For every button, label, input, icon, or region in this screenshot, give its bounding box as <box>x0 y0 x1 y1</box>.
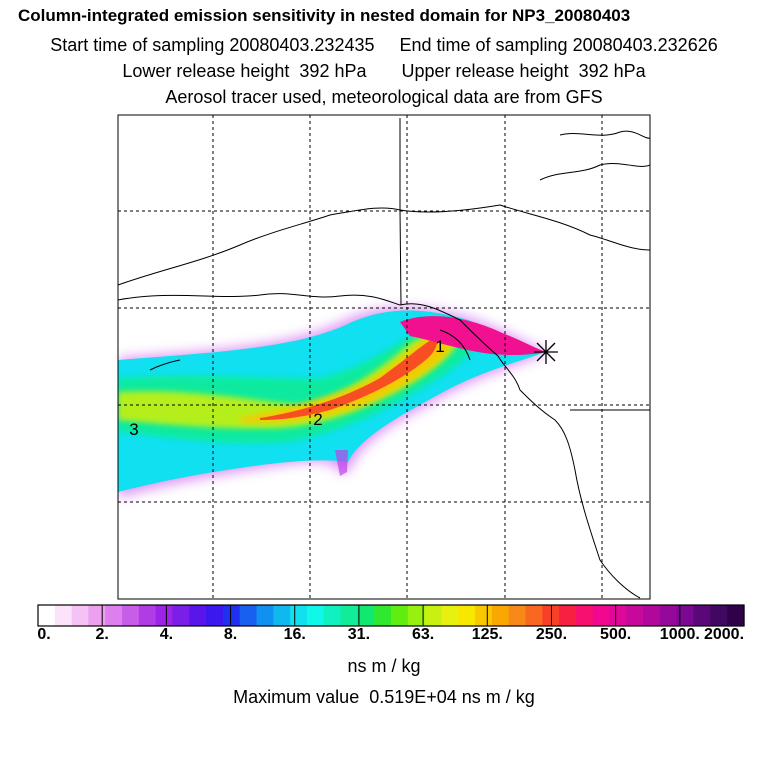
colorbar-cell <box>172 605 190 626</box>
colorbar-cell <box>290 605 308 626</box>
colorbar-tick-label: 1000. <box>659 626 700 643</box>
colorbar-tick-label: 16. <box>283 626 306 643</box>
lat-lon-grid <box>118 115 650 599</box>
marker-3: 3 <box>129 420 138 439</box>
coastlines <box>118 118 650 599</box>
colorbar-cell <box>626 605 644 626</box>
colorbar-cell <box>206 605 224 626</box>
colorbar-cell <box>189 605 207 626</box>
colorbar-cell <box>323 605 342 626</box>
colorbar-tick-label: 125. <box>471 626 503 643</box>
colorbar-cell <box>306 605 325 626</box>
colorbar-cell <box>122 605 140 626</box>
colorbar-tick-label: 4. <box>159 626 174 643</box>
colorbar-cell <box>727 605 745 626</box>
page-title: Column-integrated emission sensitivity i… <box>18 6 631 25</box>
colorbar-cell <box>710 605 728 626</box>
colorbar-cell <box>222 605 241 626</box>
colorbar-cell <box>357 605 375 626</box>
colorbar-cell <box>559 605 577 626</box>
colorbar-tick-label: 2. <box>95 626 109 643</box>
colorbar-cell <box>391 605 409 626</box>
colorbar-cell <box>676 605 695 626</box>
colorbar-cell <box>458 605 476 626</box>
sampling-time-line: Start time of sampling 20080403.232435 E… <box>50 35 718 55</box>
colorbar-cell <box>475 605 493 626</box>
colorbar-cell <box>575 605 594 626</box>
colorbar-cell <box>609 605 627 626</box>
colorbar-cell <box>340 605 358 626</box>
colorbar-cell <box>374 605 392 626</box>
colorbar-cell <box>643 605 661 626</box>
colorbar-tick-label: 250. <box>535 626 568 643</box>
colorbar-cell <box>525 605 543 626</box>
colorbar-tick-label: 2000. <box>703 626 745 643</box>
colorbar-cell <box>441 605 459 626</box>
colorbar-cell <box>256 605 274 626</box>
colorbar-cell <box>54 605 73 626</box>
marker-1: 1 <box>435 337 444 356</box>
colorbar-cell <box>407 605 426 626</box>
colorbar-cell <box>491 605 510 626</box>
colorbar-cell <box>88 605 106 626</box>
colorbar-cell <box>71 605 90 626</box>
colorbar-cells <box>38 605 745 626</box>
colorbar-tick-label: 31. <box>347 626 371 643</box>
marker-2: 2 <box>313 410 322 429</box>
colorbar-tick-label: 500. <box>600 626 632 643</box>
map-frame <box>117 114 651 600</box>
colorbar-cell <box>659 605 678 626</box>
colorbar-cell <box>105 605 123 626</box>
release-point-marker <box>534 340 558 364</box>
release-height-line: Lower release height 392 hPa Upper relea… <box>122 61 646 81</box>
colorbar-cell <box>693 605 711 626</box>
colorbar-tick-label: 63. <box>411 626 435 643</box>
max-value-text: Maximum value 0.519E+04 ns m / kg <box>233 687 535 707</box>
colorbar-tick-label: 8. <box>223 626 238 643</box>
colorbar-units: ns m / kg <box>347 656 421 676</box>
colorbar-tick-label: 0. <box>37 626 51 643</box>
colorbar-cell <box>508 605 527 626</box>
tracer-info-line: Aerosol tracer used, meteorological data… <box>165 87 603 107</box>
colorbar-cell <box>138 605 157 626</box>
colorbar-cell <box>424 605 443 626</box>
colorbar-cell <box>273 605 291 626</box>
colorbar-cell <box>592 605 611 626</box>
colorbar-cell <box>38 605 56 626</box>
colorbar-cell <box>155 605 174 626</box>
colorbar-frame <box>37 604 745 627</box>
colorbar-cell <box>239 605 258 626</box>
